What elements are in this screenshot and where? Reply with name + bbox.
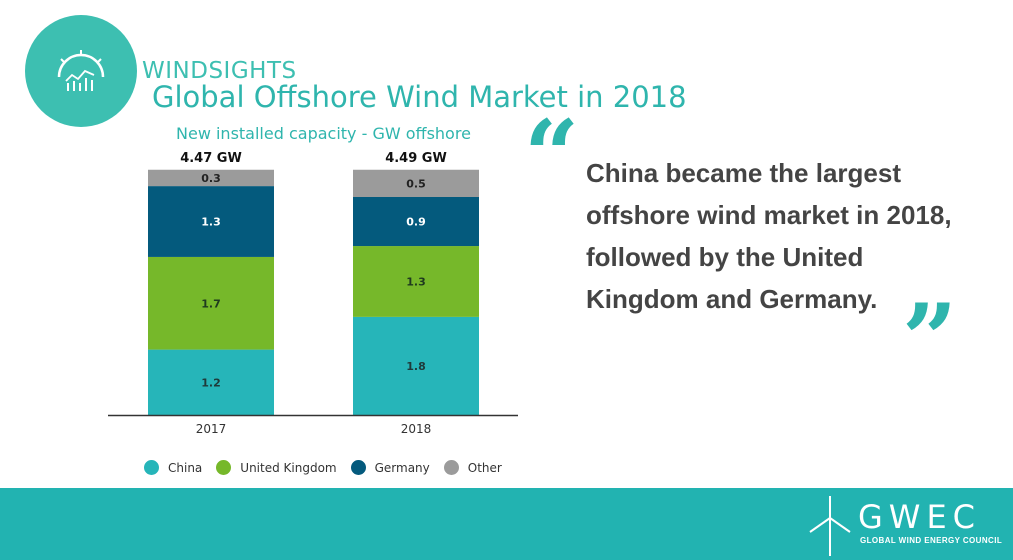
open-quote-icon: “ <box>524 99 580 212</box>
x-tick-label-2018: 2018 <box>401 422 432 436</box>
legend-label-other: Other <box>467 460 502 475</box>
close-quote-icon: ” <box>902 283 958 396</box>
stacked-bar-chart: 1.2 1.7 1.3 0.3 4.47 GW 2017 1.8 1.3 0.9 0.5 4.49 … <box>108 151 518 436</box>
data-label-other-2017: 0.3 <box>201 172 221 185</box>
total-label-2017: 4.47 GW <box>180 151 242 166</box>
data-label-other-2018: 0.5 <box>406 177 426 190</box>
org-name: GWEC <box>858 498 981 536</box>
legend-swatch-germany <box>350 460 366 475</box>
chart-gauge-icon <box>57 50 105 91</box>
bar-segment-other-2018 <box>353 169 479 197</box>
data-label-germany-2017: 1.3 <box>201 216 221 229</box>
x-tick-label-2017: 2017 <box>196 422 227 436</box>
legend-swatch-other <box>443 460 459 475</box>
bar-segment-united-kingdom-2018 <box>353 246 479 317</box>
footer-bar <box>0 488 1013 560</box>
data-label-china-2018: 1.8 <box>406 360 426 373</box>
data-label-germany-2018: 0.9 <box>406 216 426 229</box>
bar-segment-china-2017 <box>148 349 274 415</box>
org-full-name: GLOBAL WIND ENERGY COUNCIL <box>860 536 1003 545</box>
legend-label-germany: Germany <box>374 460 430 475</box>
legend-item-china: China <box>144 460 202 475</box>
legend-item-united-kingdom: United Kingdom <box>216 460 337 475</box>
bar-segment-united-kingdom-2017 <box>148 256 274 350</box>
chart-subtitle: New installed capacity - GW offshore <box>176 124 471 143</box>
brand-name: WINDSIGHTS <box>142 58 297 84</box>
bar-segment-germany-2018 <box>353 197 479 247</box>
legend-label-united-kingdom: United Kingdom <box>240 460 337 475</box>
legend-swatch-china <box>144 460 159 475</box>
data-label-united-kingdom-2018: 1.3 <box>406 275 426 288</box>
logo-badge <box>25 15 137 127</box>
wind-turbine-icon <box>809 496 851 556</box>
legend-item-germany: Germany <box>350 460 430 475</box>
bar-segment-other-2017 <box>148 169 274 187</box>
chart-legend: China United Kingdom Germany Other <box>144 460 516 475</box>
legend-label-china: China <box>168 460 203 475</box>
bar-segment-china-2018 <box>353 316 479 415</box>
data-label-china-2017: 1.2 <box>201 376 221 389</box>
legend-swatch-united-kingdom <box>216 460 232 475</box>
legend-item-other: Other <box>443 460 502 475</box>
data-label-united-kingdom-2017: 1.7 <box>201 297 221 310</box>
chart-title: Global Offshore Wind Market in 2018 <box>152 80 687 114</box>
bar-segment-germany-2017 <box>148 186 274 257</box>
quote-text: China became the largest offshore wind m… <box>586 158 952 314</box>
total-label-2018: 4.49 GW <box>385 151 447 166</box>
